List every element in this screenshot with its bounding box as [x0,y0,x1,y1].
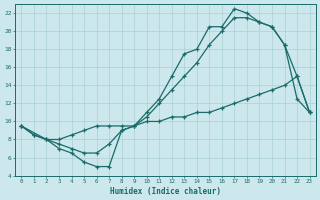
X-axis label: Humidex (Indice chaleur): Humidex (Indice chaleur) [110,187,221,196]
